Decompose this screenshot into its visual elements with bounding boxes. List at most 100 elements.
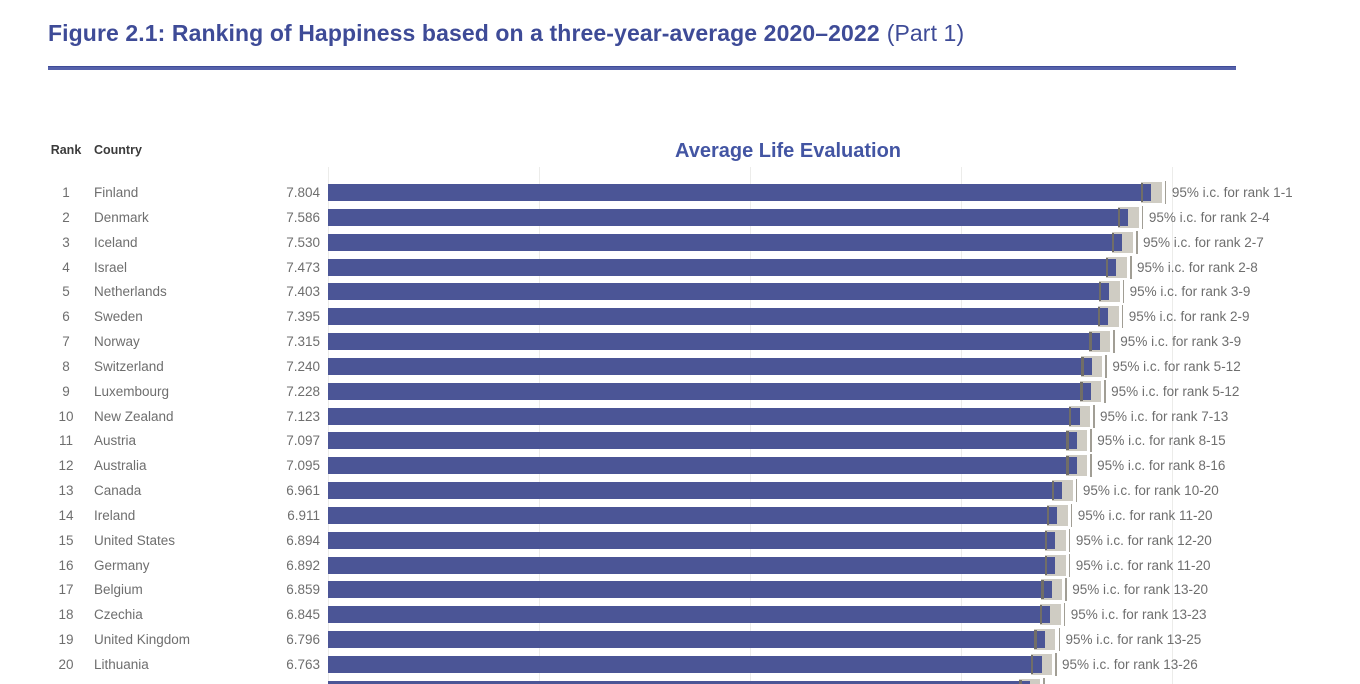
ci-whisker-high-icon	[1136, 230, 1138, 254]
ci-label: 95% i.c. for rank 1-1	[1171, 185, 1293, 200]
value-cell: 6.894	[286, 532, 320, 548]
ci-tick-low-icon	[1140, 183, 1144, 202]
value-cell: 7.395	[286, 309, 320, 325]
bar	[328, 233, 1123, 251]
country-cell: Belgium	[94, 582, 143, 598]
bar	[328, 283, 1109, 301]
bar	[328, 184, 1152, 201]
chart-row: 3 Iceland 7.530 95% i.c. for rank 2-7	[0, 230, 1360, 255]
ci-whisker-high-icon	[1130, 255, 1132, 279]
rank-cell: 8	[62, 358, 70, 374]
chart-row: 13 Canada 6.961 95% i.c. for rank 10-20	[0, 478, 1360, 503]
rank-cell: 1	[62, 185, 70, 200]
rank-cell: 9	[62, 383, 70, 399]
rank-cell: 18	[58, 607, 74, 623]
ci-whisker-high-icon	[1090, 429, 1092, 453]
ci-tick-low-icon	[1098, 282, 1101, 302]
country-cell: Lithuania	[94, 657, 149, 672]
ci-label: 95% i.c. for rank 13-26	[1062, 657, 1198, 672]
country-cell: Sweden	[94, 309, 143, 325]
country-cell: Canada	[94, 483, 142, 499]
ci-label: 95% i.c. for rank 11-20	[1077, 507, 1213, 523]
value-cell: 7.123	[286, 408, 320, 424]
ci-label: 95% i.c. for rank 2-7	[1143, 234, 1264, 250]
gridline	[750, 167, 751, 684]
chart-row-partial	[0, 677, 1360, 684]
country-cell: Germany	[94, 557, 150, 573]
ci-whisker-high-icon	[1043, 677, 1045, 684]
ci-tick-low-icon	[1068, 406, 1072, 426]
chart-row: 16 Germany 6.892 95% i.c. for rank 11-20	[0, 553, 1360, 578]
ci-tick-low-icon	[1044, 530, 1048, 550]
value-cell: 7.097	[286, 433, 320, 449]
value-cell: 6.845	[286, 607, 320, 623]
rank-cell: 12	[58, 458, 74, 474]
ci-tick-low-icon	[1051, 481, 1055, 501]
ci-label: 95% i.c. for rank 2-9	[1128, 309, 1250, 325]
ci-tick-low-icon	[1105, 257, 1109, 277]
ci-label: 95% i.c. for rank 13-20	[1072, 582, 1209, 598]
bar	[328, 432, 1077, 450]
country-cell: New Zealand	[94, 408, 174, 424]
ci-whisker-high-icon	[1090, 454, 1092, 478]
country-cell: Finland	[94, 185, 139, 200]
ci-label: 95% i.c. for rank 5-12	[1111, 383, 1240, 399]
value-cell: 7.530	[286, 234, 320, 250]
rank-cell: 16	[58, 557, 74, 573]
ci-whisker-high-icon	[1068, 528, 1071, 552]
value-cell: 6.892	[286, 557, 320, 573]
country-cell: United Kingdom	[94, 632, 191, 648]
ci-label: 95% i.c. for rank 3-9	[1120, 334, 1242, 349]
chart-row: 10 New Zealand 7.123 95% i.c. for rank 7-13	[0, 404, 1360, 429]
rank-cell: 14	[58, 507, 74, 523]
chart-row: 7 Norway 7.315 95% i.c. for rank 3-9	[0, 329, 1360, 354]
rank-cell: 17	[58, 582, 74, 598]
country-column-header: Country	[94, 143, 142, 157]
value-cell: 7.240	[286, 358, 320, 374]
value-cell: 6.911	[287, 507, 320, 523]
rank-cell: 6	[62, 309, 70, 325]
ci-tick-low-icon	[1034, 630, 1037, 650]
ci-label: 95% i.c. for rank 3-9	[1129, 284, 1251, 300]
value-cell: 6.961	[286, 483, 320, 499]
bar	[328, 258, 1117, 276]
ci-tick-low-icon	[1039, 605, 1043, 625]
ci-tick-low-icon	[1080, 381, 1083, 401]
ci-tick-low-icon	[1066, 456, 1069, 476]
chart-row: 12 Australia 7.095 95% i.c. for rank 8-16	[0, 453, 1360, 478]
ci-label: 95% i.c. for rank 7-13	[1100, 408, 1229, 424]
chart-row: 6 Sweden 7.395 95% i.c. for rank 2-9	[0, 304, 1360, 329]
ci-tick-low-icon	[1044, 555, 1048, 575]
chart-row: 2 Denmark 7.586 95% i.c. for rank 2-4	[0, 205, 1360, 230]
value-cell: 6.859	[286, 582, 320, 598]
bar	[328, 407, 1080, 425]
gridline	[328, 167, 329, 684]
bar	[328, 333, 1100, 350]
ci-label: 95% i.c. for rank 10-20	[1082, 483, 1219, 499]
ci-tick-low-icon	[1097, 307, 1101, 327]
chart-row: 4 Israel 7.473 95% i.c. for rank 2-8	[0, 255, 1360, 280]
ci-tick-low-icon	[1089, 332, 1092, 351]
rank-cell: 7	[62, 334, 70, 349]
ci-tick-low-icon	[1111, 232, 1115, 252]
ci-whisker-high-icon	[1104, 379, 1106, 403]
bar	[328, 556, 1056, 574]
ci-tick-low-icon	[1030, 655, 1034, 674]
bar	[328, 382, 1091, 400]
chart-row: 17 Belgium 6.859 95% i.c. for rank 13-20	[0, 577, 1360, 602]
ci-whisker-high-icon	[1121, 305, 1124, 329]
title-underline	[48, 66, 1236, 70]
country-cell: Switzerland	[94, 358, 164, 374]
chart-row: 20 Lithuania 6.763 95% i.c. for rank 13-26	[0, 652, 1360, 677]
country-cell: United States	[94, 532, 176, 548]
rank-cell: 2	[62, 209, 70, 225]
ci-label: 95% i.c. for rank 2-8	[1137, 259, 1258, 275]
bar	[328, 631, 1045, 649]
ci-whisker-high-icon	[1122, 280, 1125, 304]
country-cell: Norway	[94, 334, 140, 349]
ci-whisker-high-icon	[1105, 354, 1107, 378]
value-cell: 7.095	[286, 458, 320, 474]
value-cell: 7.804	[286, 185, 320, 200]
ci-tick-low-icon	[1066, 431, 1069, 451]
